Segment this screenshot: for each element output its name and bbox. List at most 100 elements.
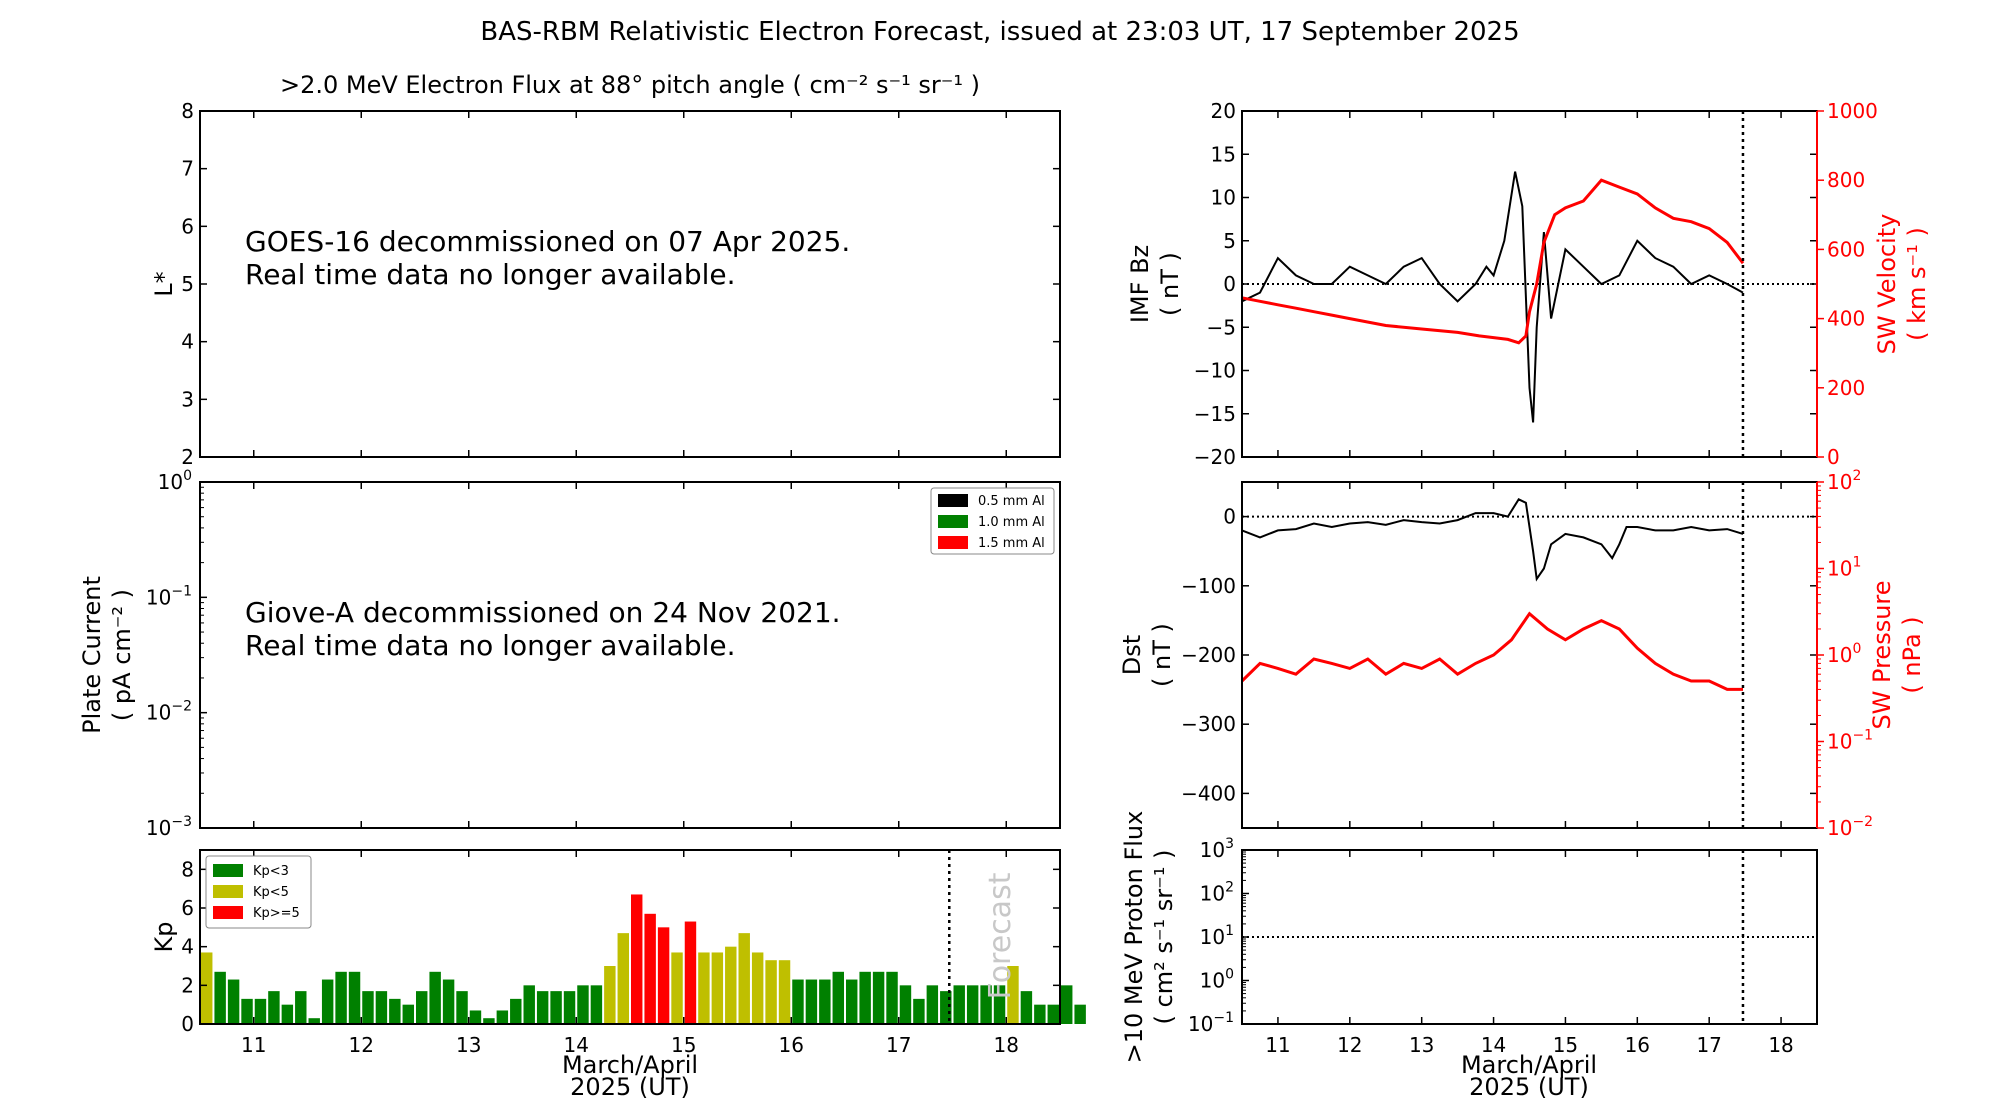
sw-pressure-line <box>1240 611 1743 691</box>
y-tick-label: 10−1 <box>1188 1010 1234 1036</box>
kp-bar <box>872 971 885 1024</box>
y-tick-label: 0 <box>1223 505 1236 529</box>
y2-tick-label: 101 <box>1827 555 1861 581</box>
plate-message-line2: Real time data no longer available. <box>245 629 736 662</box>
kp-bar <box>321 979 334 1024</box>
imf-velocity-axis: 0 200 400 600 800 1000 <box>1816 99 1878 469</box>
x-tick-label: 14 <box>564 1033 589 1057</box>
kp-legend-swatch-yellow <box>213 885 243 898</box>
kp-bar <box>442 979 455 1024</box>
imf-bz-line <box>1241 171 1744 423</box>
y-tick-label: −200 <box>1181 643 1236 667</box>
y-tick-label: 20 <box>1211 99 1236 123</box>
kp-bar <box>604 966 616 1024</box>
y-tick-label: 15 <box>1211 142 1236 166</box>
kp-bar <box>563 991 576 1024</box>
y-tick-label: 101 <box>1200 923 1234 949</box>
kp-bar <box>201 952 213 1024</box>
plate-legend-label: 1.5 mm Al <box>978 536 1045 551</box>
plate-legend-swatch-red <box>938 536 968 549</box>
kp-bar <box>510 998 522 1024</box>
y-tick-label: 10 <box>1211 186 1236 210</box>
imf-x-axis <box>1277 111 1782 457</box>
kp-legend-label: Kp>=5 <box>253 906 300 921</box>
imf-ylabel-line2: ( nT ) <box>1156 252 1184 316</box>
kp-bar <box>1007 966 1019 1024</box>
plate-panel: 10−3 10−2 10−1 100 Plate Current ( pA cm⁻² … <box>78 468 1061 840</box>
kp-bar <box>295 991 307 1024</box>
kp-bar <box>254 998 267 1024</box>
flux-ylabel: L* <box>150 271 178 296</box>
x-tick-label: 15 <box>1553 1033 1578 1057</box>
plate-legend-label: 1.0 mm Al <box>978 515 1045 530</box>
plate-legend-swatch-black <box>938 494 968 507</box>
y2-tick-label: 400 <box>1827 307 1865 331</box>
y-tick-label: 5 <box>1223 229 1236 253</box>
kp-bar <box>496 1010 509 1024</box>
kp-bar <box>953 985 965 1024</box>
x-tick-label: 15 <box>671 1033 696 1057</box>
kp-bar <box>698 952 710 1024</box>
kp-bar <box>308 1018 320 1024</box>
flux-message-line1: GOES-16 decommissioned on 07 Apr 2025. <box>245 225 850 258</box>
kp-bar <box>832 971 844 1024</box>
kp-bar <box>751 952 764 1024</box>
kp-bar <box>281 1004 294 1024</box>
kp-legend-swatch-green <box>213 864 243 877</box>
kp-bar <box>631 894 643 1024</box>
kp-bar <box>886 971 898 1024</box>
y-tick-label: 6 <box>181 896 194 920</box>
kp-bar <box>671 952 683 1024</box>
kp-y-axis: 0 2 4 6 8 <box>181 857 1060 1036</box>
kp-bar <box>657 927 670 1024</box>
flux-panel: >2.0 MeV Electron Flux at 88° pitch angl… <box>150 71 1061 469</box>
y2-tick-label: 0 <box>1827 445 1840 469</box>
plate-ylabel-line2: ( pA cm⁻² ) <box>108 589 136 721</box>
kp-bar <box>913 998 925 1024</box>
kp-bar <box>536 991 549 1024</box>
proton-ylabel-line1: >10 MeV Proton Flux <box>1120 811 1148 1064</box>
figure-title: BAS-RBM Relativistic Electron Forecast, … <box>480 17 1519 47</box>
dst-ylabel-line1: Dst <box>1118 635 1146 675</box>
plate-y-axis: 10−3 10−2 10−1 100 <box>146 468 207 840</box>
y2-tick-label: 800 <box>1827 168 1865 192</box>
flux-y-axis: 2 3 4 5 6 7 8 <box>181 99 1060 469</box>
y-tick-label: 10−3 <box>146 814 192 840</box>
dst-line <box>1241 498 1744 582</box>
y-tick-label: −100 <box>1181 574 1236 598</box>
dst-plot-frame <box>1241 481 1818 829</box>
kp-plot-frame <box>199 849 1061 1025</box>
kp-bar <box>1020 991 1033 1024</box>
imf-series <box>1241 111 1817 457</box>
kp-bar <box>993 985 1006 1024</box>
kp-bar <box>792 979 804 1024</box>
y2-tick-label: 600 <box>1827 237 1865 261</box>
plate-legend: 0.5 mm Al 1.0 mm Al 1.5 mm Al <box>930 487 1055 555</box>
kp-bar <box>778 960 791 1024</box>
x-tick-label: 17 <box>886 1033 911 1057</box>
x-tick-label: 17 <box>1696 1033 1721 1057</box>
proton-xlabel-line2: 2025 (UT) <box>1469 1073 1589 1100</box>
y-tick-label: 4 <box>181 330 194 354</box>
y-tick-label: 2 <box>181 973 194 997</box>
kp-panel: 0 2 4 6 8 11 12 13 14 15 16 17 18 Forecast Kp March… <box>150 849 1086 1100</box>
flux-panel-title: >2.0 MeV Electron Flux at 88° pitch angl… <box>280 71 980 99</box>
kp-bar <box>926 985 939 1024</box>
kp-bar <box>227 979 240 1024</box>
plate-plot-frame <box>199 481 1061 829</box>
kp-bar <box>402 1004 414 1024</box>
kp-xlabel-line2: 2025 (UT) <box>570 1073 690 1100</box>
x-tick-label: 18 <box>994 1033 1019 1057</box>
imf-y2label-line2: ( km s⁻¹ ) <box>1903 227 1931 341</box>
y-tick-label: 103 <box>1200 836 1234 862</box>
y2-tick-label: 200 <box>1827 376 1865 400</box>
kp-bar <box>1074 1004 1086 1024</box>
x-tick-label: 16 <box>1625 1033 1650 1057</box>
kp-bar <box>684 921 697 1024</box>
dst-y2label-line1: SW Pressure <box>1868 580 1896 729</box>
kp-bar <box>1061 985 1073 1024</box>
kp-bar <box>214 971 226 1024</box>
y-tick-label: −300 <box>1181 712 1236 736</box>
y-tick-label: 10−2 <box>146 699 192 725</box>
